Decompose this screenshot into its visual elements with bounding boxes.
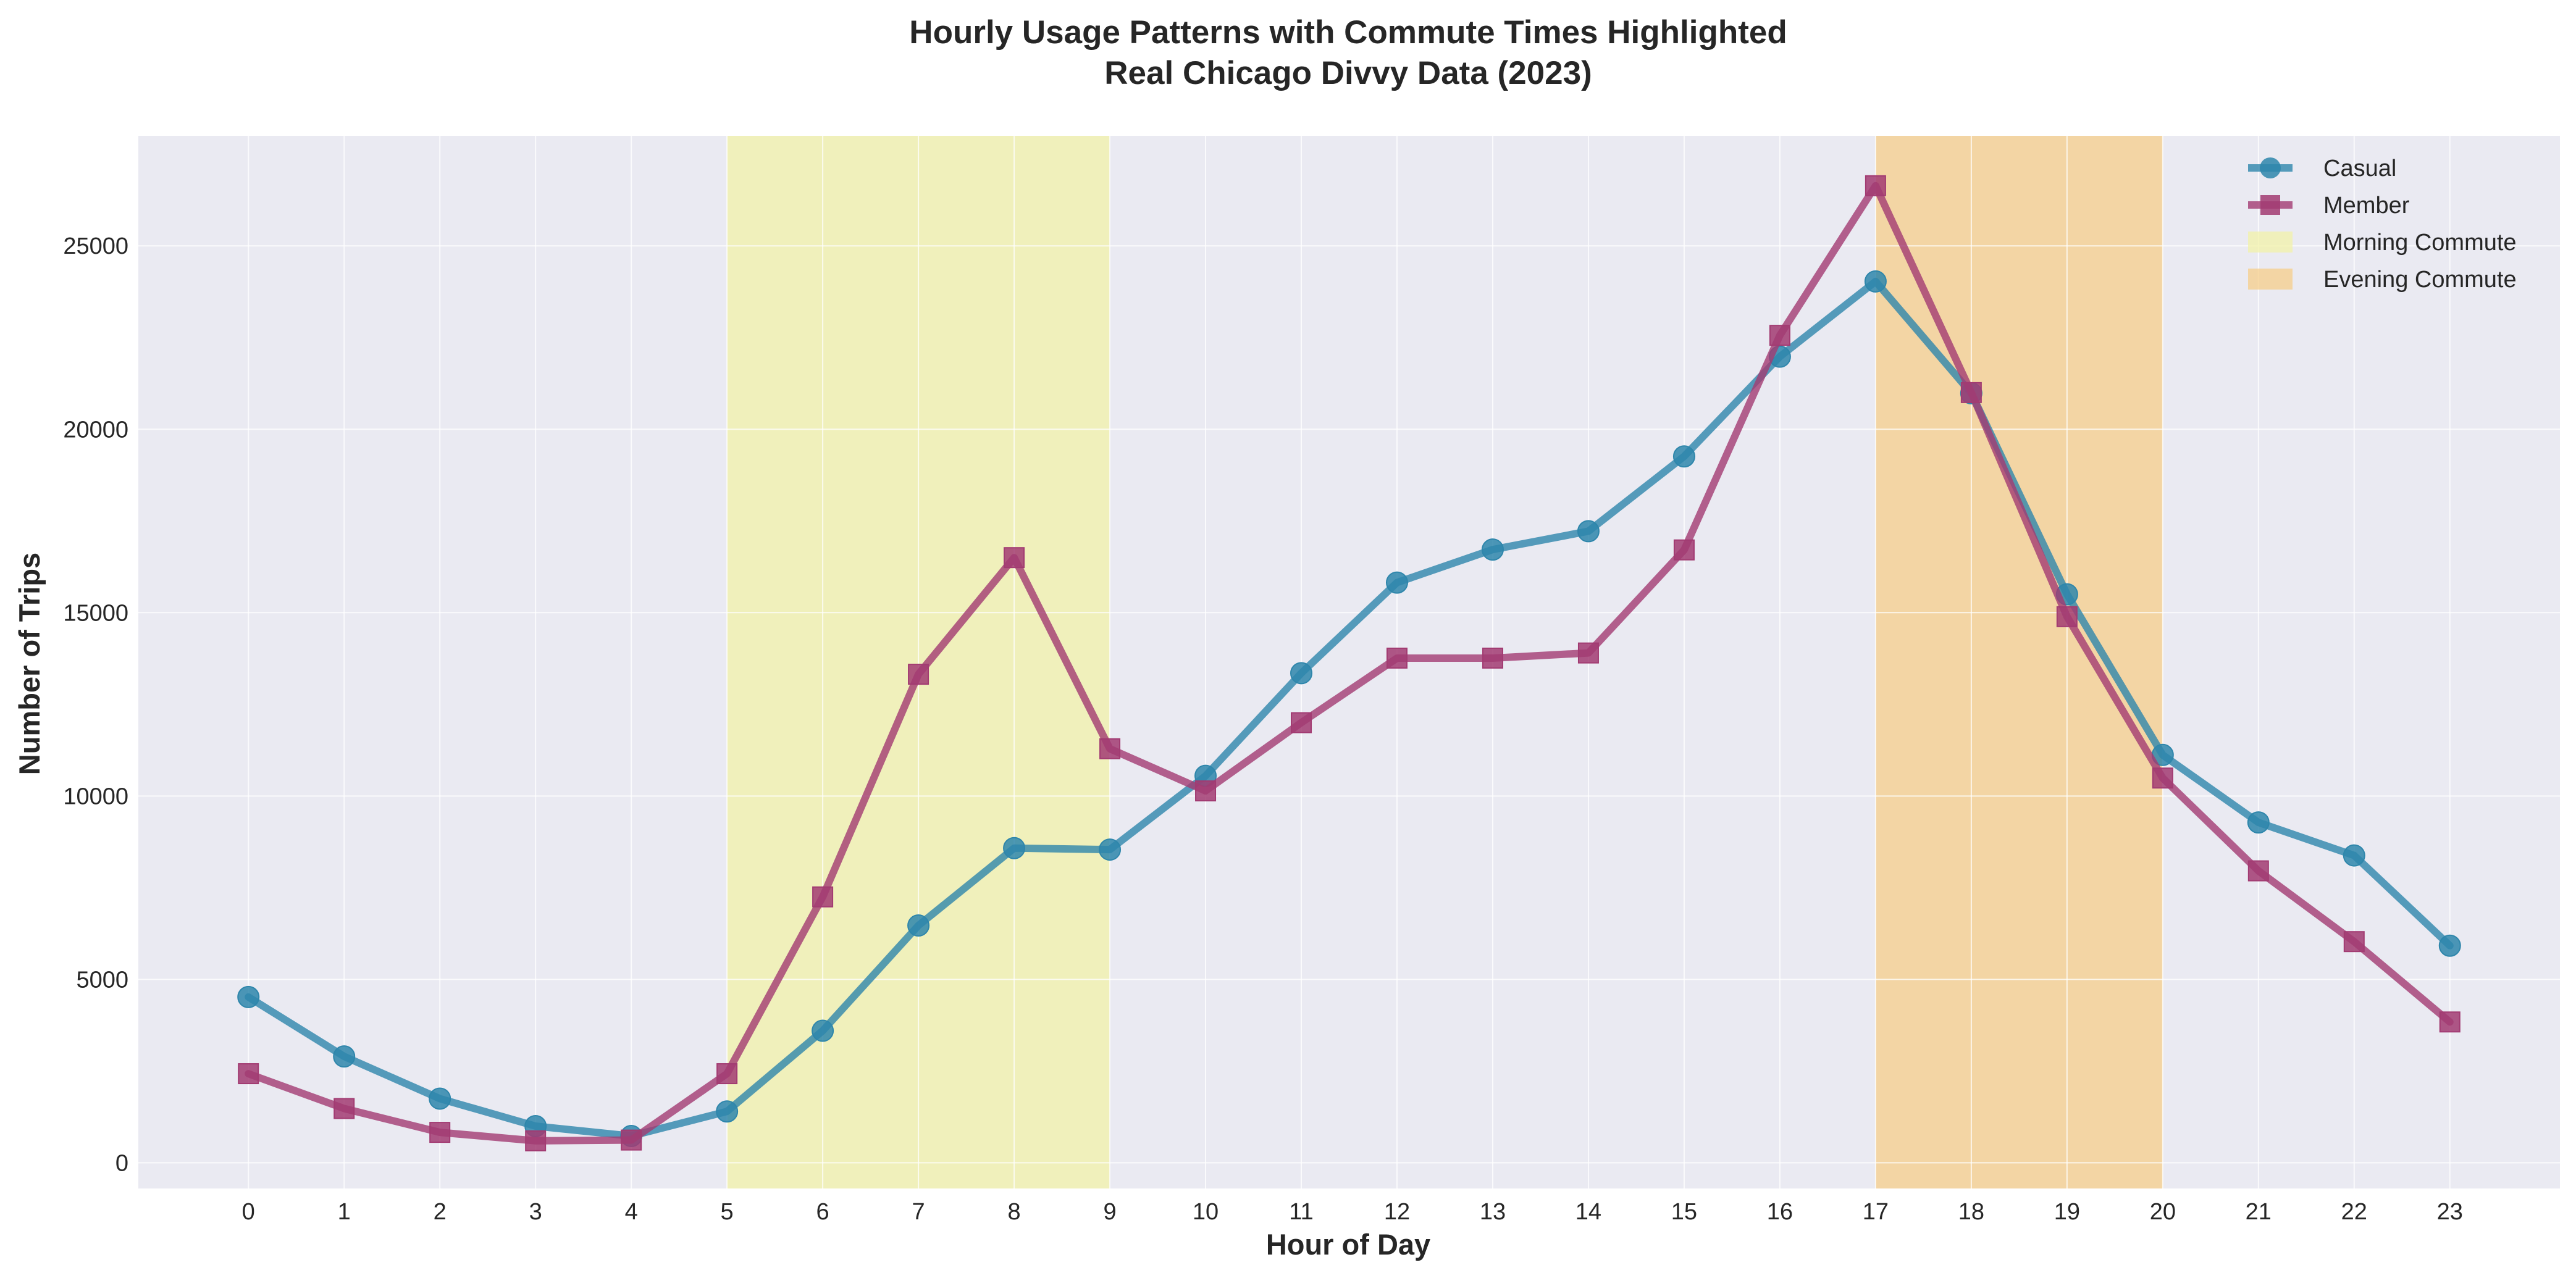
data-point-casual (1577, 520, 1600, 543)
x-axis-label: Hour of Day (1266, 1228, 1430, 1261)
data-point-member (1577, 642, 1599, 664)
y-tick-label: 25000 (63, 233, 128, 259)
data-point-casual (1099, 838, 1122, 861)
y-axis-label: Number of Trips (13, 553, 46, 775)
data-point-casual (1003, 837, 1026, 859)
data-point-casual (429, 1087, 451, 1110)
data-point-member (1195, 780, 1217, 802)
x-tick-label: 7 (912, 1199, 925, 1225)
chart-title-line2: Real Chicago Divvy Data (2023) (1104, 55, 1592, 91)
x-tick-label: 20 (2150, 1199, 2176, 1225)
x-tick-label: 17 (1863, 1199, 1889, 1225)
x-tick-label: 2 (434, 1199, 447, 1225)
y-tick-label: 20000 (63, 417, 128, 443)
plot-area: 0 1 2 3 4 5 6 7 8 9 10 11 12 13 14 15 16 17 18 19 20 21 22 2305… (63, 136, 2560, 1225)
x-tick-label: 8 (1007, 1199, 1020, 1225)
x-tick-label: 6 (816, 1199, 829, 1225)
data-point-member (334, 1098, 355, 1119)
data-point-member (1865, 175, 1886, 196)
chart-title-line1: Hourly Usage Patterns with Commute Times… (909, 14, 1787, 51)
y-tick-label: 5000 (76, 967, 128, 993)
data-point-casual (1864, 270, 1887, 293)
data-point-casual (1481, 538, 1504, 561)
data-point-member (525, 1130, 547, 1151)
data-point-member (812, 886, 834, 908)
y-tick-label: 10000 (63, 783, 128, 809)
legend-label-casual: Casual (2323, 156, 2396, 182)
x-tick-label: 19 (2054, 1199, 2080, 1225)
x-tick-label: 15 (1671, 1199, 1697, 1225)
legend-label-member: Member (2323, 193, 2410, 219)
data-point-member (1004, 547, 1025, 569)
legend-patch-morning-commute (2248, 232, 2293, 253)
x-tick-label: 16 (1767, 1199, 1793, 1225)
legend-marker-member (2260, 195, 2280, 215)
shaded-region-evening-commute (1875, 136, 2163, 1188)
x-tick-label: 21 (2246, 1199, 2272, 1225)
data-point-member (1099, 738, 1121, 759)
data-point-casual (2247, 811, 2270, 834)
data-point-casual (1290, 662, 1313, 685)
x-tick-label: 9 (1103, 1199, 1116, 1225)
data-point-member (908, 664, 929, 685)
x-tick-label: 18 (1958, 1199, 1984, 1225)
data-point-member (429, 1122, 451, 1143)
data-point-member (2056, 606, 2078, 627)
plot-background (138, 136, 2560, 1188)
data-point-casual (907, 914, 930, 937)
x-tick-label: 1 (338, 1199, 351, 1225)
data-point-casual (2438, 934, 2461, 957)
series-line-casual (245, 277, 2454, 1140)
legend-label-morning-commute: Morning Commute (2323, 230, 2517, 256)
data-point-casual (1672, 445, 1695, 468)
x-tick-label: 0 (242, 1199, 255, 1225)
data-point-member (1769, 325, 1790, 346)
series-line-member (245, 182, 2454, 1145)
x-tick-label: 23 (2437, 1199, 2463, 1225)
x-tick-label: 5 (721, 1199, 734, 1225)
x-tick-label: 11 (1289, 1199, 1313, 1225)
data-point-member (2247, 860, 2269, 882)
data-point-casual (237, 985, 260, 1008)
data-point-casual (2343, 844, 2365, 867)
legend: Casual Member Morning Commute Evening Commu… (2248, 156, 2517, 293)
x-tick-label: 10 (1193, 1199, 1219, 1225)
data-point-casual (716, 1100, 739, 1123)
data-point-member (2439, 1011, 2461, 1033)
x-tick-label: 3 (529, 1199, 542, 1225)
y-tick-label: 15000 (63, 600, 128, 626)
data-point-member (2152, 767, 2173, 789)
data-point-member (2343, 931, 2365, 953)
data-point-casual (812, 1019, 834, 1042)
data-point-member (1291, 712, 1312, 733)
x-tick-label: 12 (1384, 1199, 1410, 1225)
x-tick-label: 4 (625, 1199, 638, 1225)
legend-label-evening-commute: Evening Commute (2323, 267, 2517, 293)
data-point-member (716, 1063, 738, 1085)
x-tick-label: 22 (2341, 1199, 2367, 1225)
legend-marker-casual (2260, 157, 2281, 178)
data-point-casual (1385, 571, 1408, 594)
data-point-member (1673, 539, 1695, 561)
data-point-member (1482, 647, 1503, 669)
data-point-member (1960, 382, 1982, 403)
data-point-casual (333, 1045, 356, 1068)
y-tick-label: 0 (115, 1150, 128, 1176)
legend-patch-evening-commute (2248, 269, 2293, 290)
data-point-member (621, 1129, 642, 1151)
data-point-member (238, 1063, 259, 1085)
x-tick-label: 13 (1480, 1199, 1506, 1225)
data-point-member (1386, 647, 1408, 669)
x-tick-label: 14 (1575, 1199, 1601, 1225)
